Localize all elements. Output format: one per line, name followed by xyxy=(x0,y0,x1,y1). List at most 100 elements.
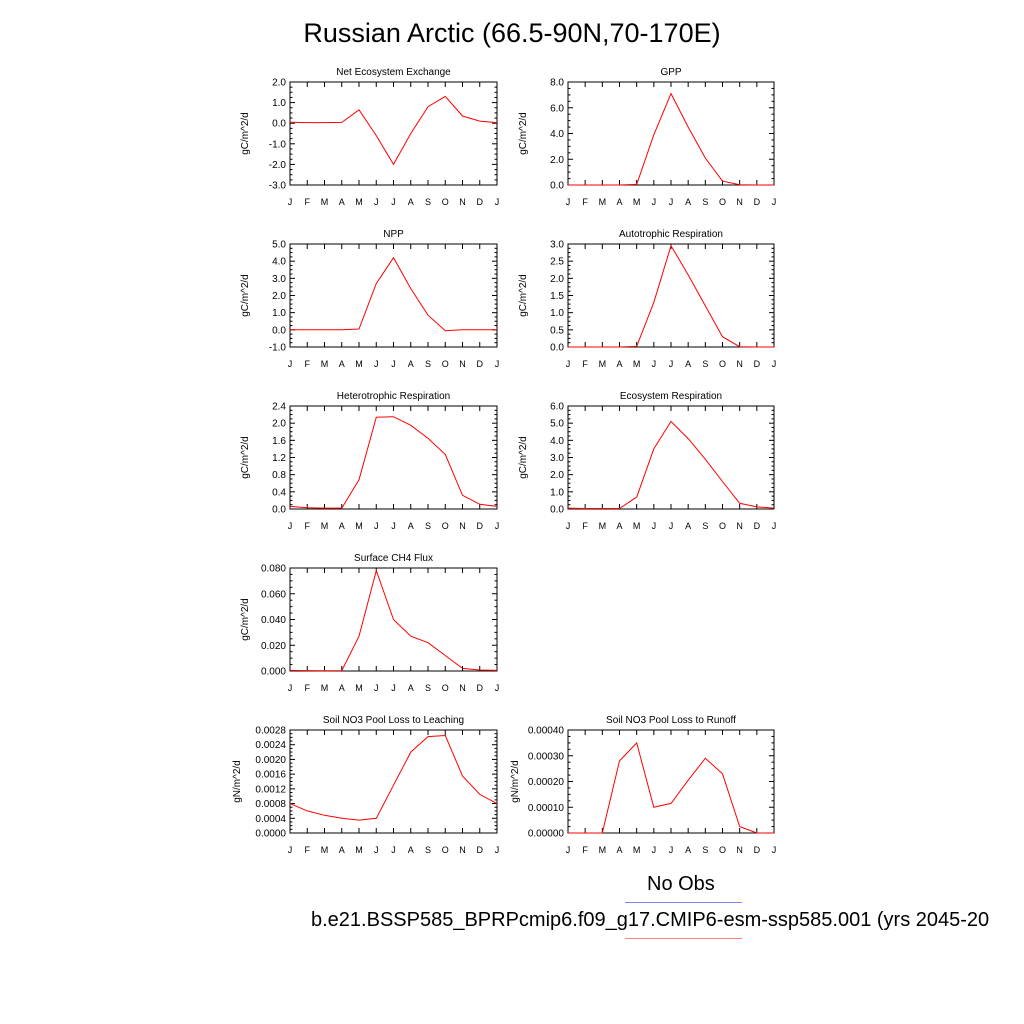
y-axis-label: gC/m^2/d xyxy=(518,274,529,317)
y-tick-label: 0.0020 xyxy=(255,755,286,766)
y-tick-label: 2.0 xyxy=(272,419,286,430)
x-tick-label: O xyxy=(719,197,726,207)
chart-title: NPP xyxy=(383,229,404,240)
x-tick-label: D xyxy=(477,521,484,531)
y-axis-label: gN/m^2/d xyxy=(510,760,521,803)
x-tick-label: F xyxy=(582,359,588,369)
y-tick-label: 4.0 xyxy=(550,436,564,447)
x-tick-label: M xyxy=(599,359,607,369)
x-tick-label: M xyxy=(321,683,329,693)
y-tick-label: 6.0 xyxy=(550,103,564,114)
x-tick-label: M xyxy=(355,845,363,855)
y-tick-label: 1.6 xyxy=(272,436,286,447)
y-tick-label: 2.0 xyxy=(272,291,286,302)
y-tick-label: 0.00000 xyxy=(528,829,565,840)
x-tick-label: N xyxy=(736,197,743,207)
x-tick-label: S xyxy=(702,521,708,531)
y-tick-label: 8.0 xyxy=(550,78,564,89)
x-tick-label: J xyxy=(391,521,396,531)
x-tick-label: J xyxy=(288,359,293,369)
x-tick-label: F xyxy=(582,845,588,855)
x-tick-label: N xyxy=(736,845,743,855)
y-axis-label: gC/m^2/d xyxy=(518,112,529,155)
x-tick-label: J xyxy=(566,521,571,531)
y-tick-label: 0.0 xyxy=(550,505,564,516)
chart-npp: NPP-1.00.01.02.03.04.05.0J F M A M J J A S O N D JgC… xyxy=(240,229,499,369)
x-tick-label: F xyxy=(582,197,588,207)
x-tick-label: S xyxy=(702,359,708,369)
y-tick-label: 2.0 xyxy=(550,155,564,166)
x-tick-label: D xyxy=(754,521,761,531)
chart-title: Net Ecosystem Exchange xyxy=(336,67,451,78)
x-tick-label: A xyxy=(685,845,691,855)
x-tick-label: F xyxy=(305,683,311,693)
x-tick-label: A xyxy=(339,521,345,531)
series-line xyxy=(289,95,498,166)
y-tick-label: 3.0 xyxy=(550,453,564,464)
plot-frame xyxy=(289,729,498,834)
series-line xyxy=(568,741,774,834)
y-tick-label: 0.000 xyxy=(261,667,286,678)
x-tick-label: J xyxy=(495,197,500,207)
series-line xyxy=(289,416,498,509)
y-tick-label: 2.0 xyxy=(272,78,286,89)
y-tick-label: 0.0028 xyxy=(255,726,286,737)
x-tick-label: N xyxy=(459,197,466,207)
x-tick-label: D xyxy=(477,845,484,855)
x-tick-label: N xyxy=(736,359,743,369)
x-tick-label: J xyxy=(669,521,674,531)
series-line xyxy=(568,244,774,348)
x-tick-label: J xyxy=(391,197,396,207)
x-tick-label: A xyxy=(685,197,691,207)
y-tick-label: 0.0024 xyxy=(255,740,286,751)
x-tick-label: J xyxy=(374,359,379,369)
y-tick-label: 5.0 xyxy=(550,419,564,430)
y-tick-label: 0.060 xyxy=(261,589,286,600)
page-title: Russian Arctic (66.5-90N,70-170E) xyxy=(303,18,721,48)
x-tick-label: D xyxy=(754,359,761,369)
y-tick-label: 0.0004 xyxy=(255,814,286,825)
y-tick-label: 1.0 xyxy=(272,98,286,109)
chart-net-ecosystem-exchange: Net Ecosystem Exchange -3.0 -2.0 -1.0 0.0 1.0… xyxy=(240,67,499,207)
x-tick-label: S xyxy=(425,197,431,207)
x-tick-label: J xyxy=(288,197,293,207)
x-tick-label: J xyxy=(669,359,674,369)
x-tick-label: A xyxy=(408,197,414,207)
x-tick-label: S xyxy=(702,845,708,855)
x-tick-label: A xyxy=(616,197,622,207)
y-tick-label: -1.0 xyxy=(269,343,287,354)
y-tick-label: 1.2 xyxy=(272,453,286,464)
x-tick-label: M xyxy=(633,521,641,531)
x-tick-label: M xyxy=(633,359,641,369)
x-tick-label: A xyxy=(616,845,622,855)
x-tick-label: J xyxy=(566,845,571,855)
x-tick-label: M xyxy=(321,197,329,207)
x-tick-label: J xyxy=(495,845,500,855)
x-tick-label: O xyxy=(442,197,449,207)
x-tick-label: N xyxy=(459,845,466,855)
x-tick-label: N xyxy=(736,521,743,531)
x-tick-label: J xyxy=(288,845,293,855)
x-tick-label: J xyxy=(374,845,379,855)
x-tick-label: M xyxy=(355,359,363,369)
x-tick-label: M xyxy=(355,683,363,693)
y-tick-label: 0.040 xyxy=(261,615,286,626)
x-tick-label: S xyxy=(425,683,431,693)
x-tick-label: J xyxy=(374,197,379,207)
chart-title: Surface CH4 Flux xyxy=(354,553,433,564)
x-tick-label: A xyxy=(616,359,622,369)
x-tick-label: F xyxy=(582,521,588,531)
y-axis-label: gC/m^2/d xyxy=(240,598,251,641)
x-tick-label: J xyxy=(772,521,777,531)
x-tick-label: N xyxy=(459,521,466,531)
x-tick-label: J xyxy=(772,359,777,369)
x-tick-label: J xyxy=(288,683,293,693)
x-tick-label: J xyxy=(391,683,396,693)
series-line xyxy=(567,420,775,509)
plot-frame xyxy=(567,81,775,186)
x-tick-label: J xyxy=(652,197,657,207)
x-tick-label: J xyxy=(495,359,500,369)
x-tick-label: J xyxy=(374,683,379,693)
